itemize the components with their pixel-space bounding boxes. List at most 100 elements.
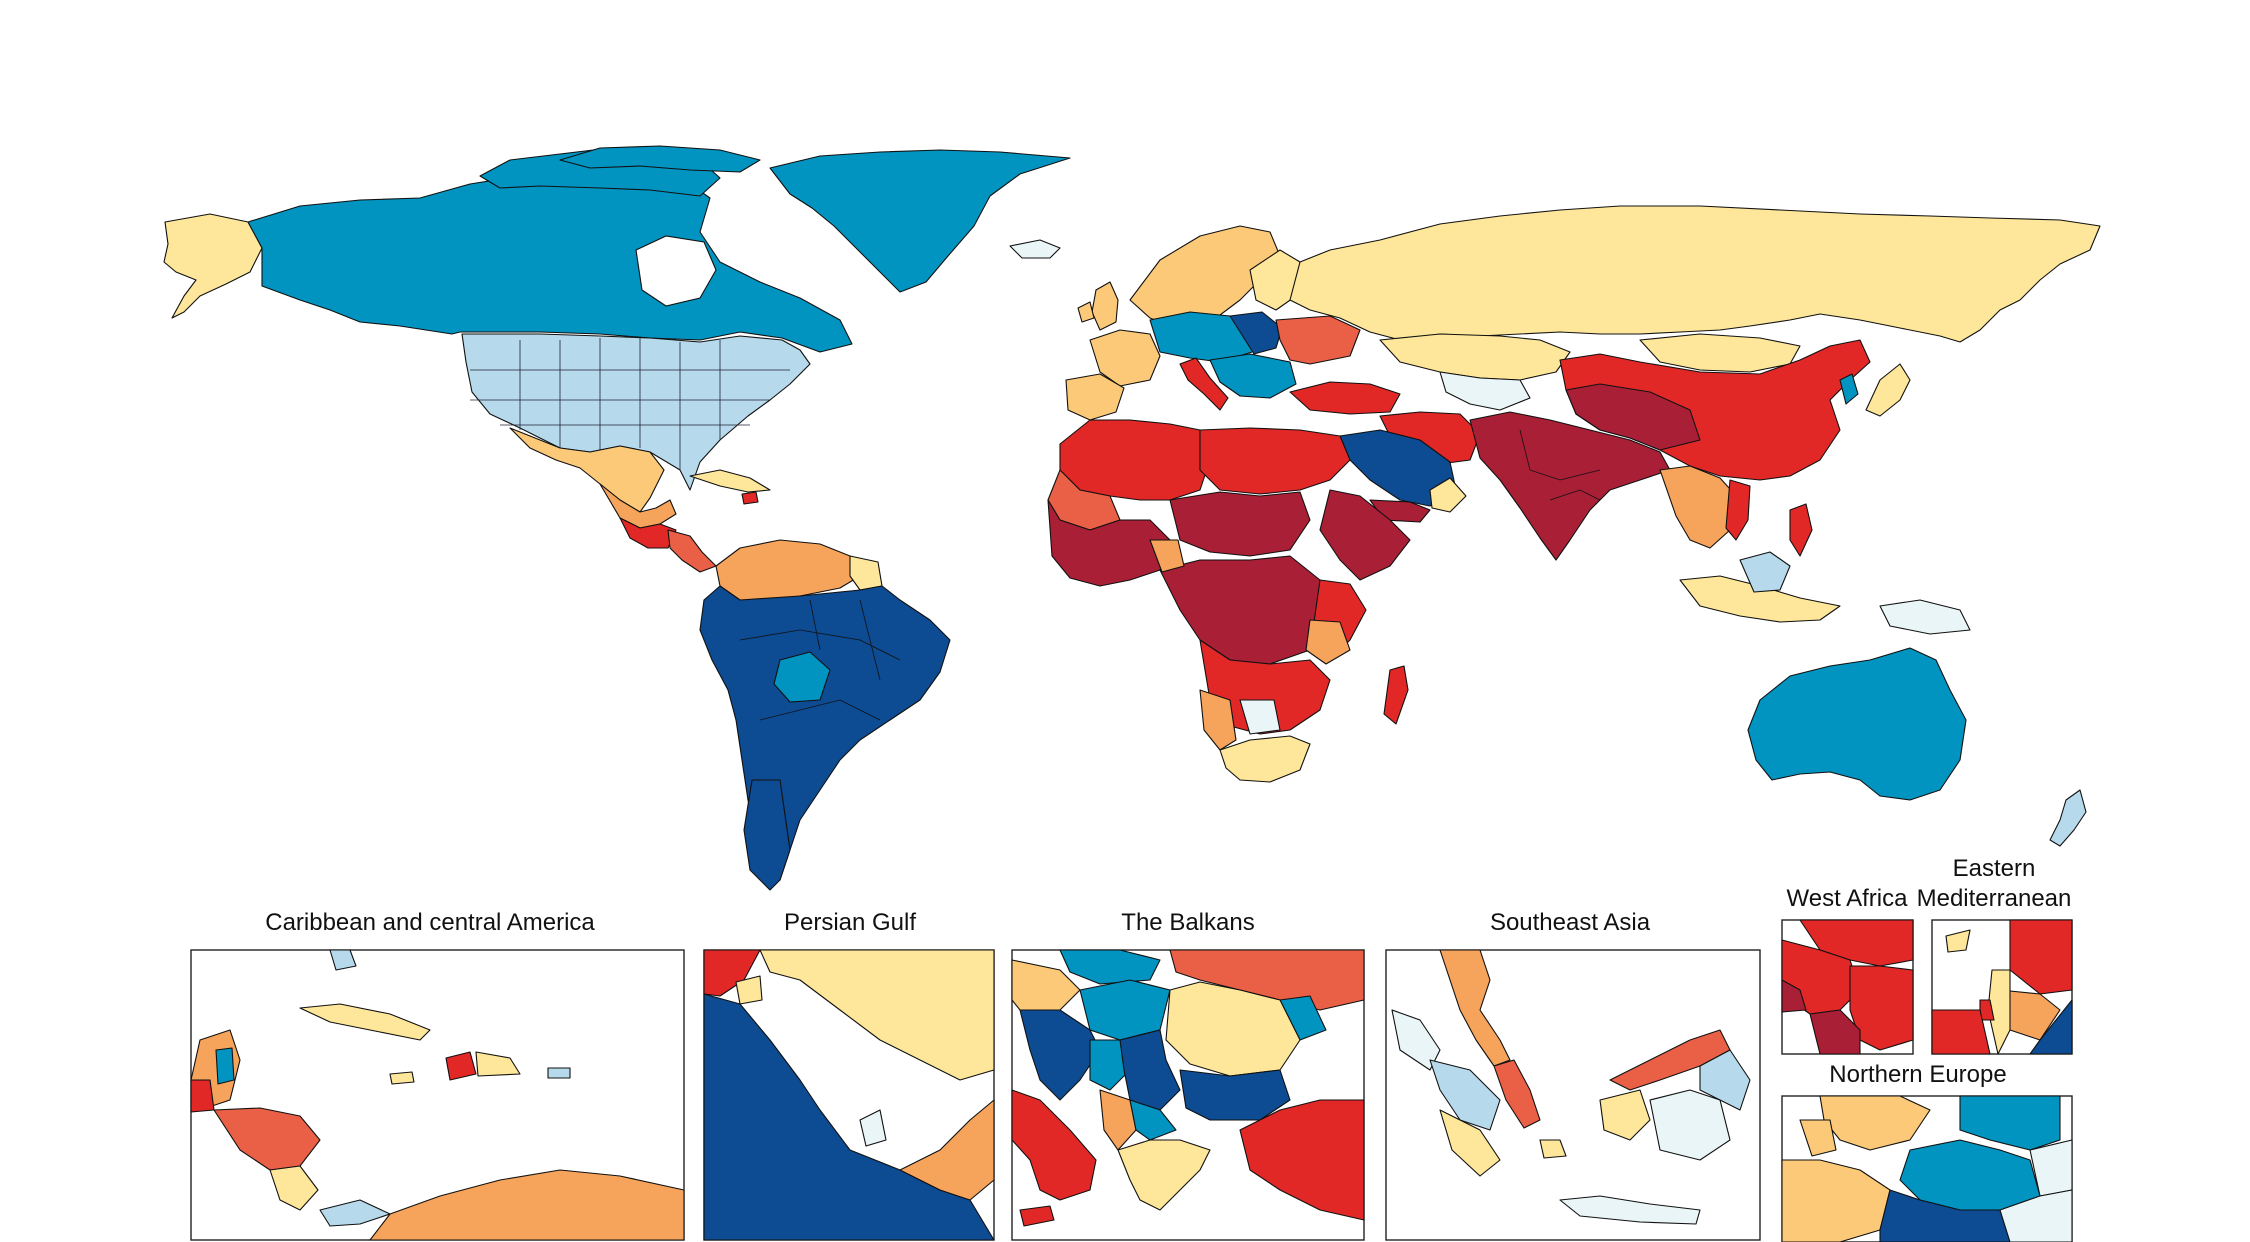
- inset-title-persian-gulf: Persian Gulf: [784, 909, 916, 936]
- inset-car-nicaragua: [269, 1165, 319, 1211]
- inset-west-africa: West Africa: [1781, 885, 1914, 1055]
- inset-em-egypt: [1931, 1009, 1991, 1055]
- region-horn-of-africa: [1319, 489, 1411, 581]
- region-iceland: [1009, 239, 1061, 259]
- inset-car-jamaica: [389, 1071, 415, 1085]
- region-central-asia: [1439, 371, 1531, 411]
- region-malaysia-indonesia: [1679, 575, 1841, 623]
- inset-car-haiti: [445, 1051, 477, 1081]
- inset-wa-guinea-bissau: [1781, 979, 1807, 1013]
- inset-ne-belarus: [1999, 1189, 2073, 1242]
- inset-wa-ivory-coast: [1849, 965, 1914, 1051]
- inset-title-southeast-asia: Southeast Asia: [1490, 909, 1651, 936]
- inset-car-bahamas: [329, 949, 357, 971]
- inset-sea-borneo-east: [1699, 1049, 1751, 1111]
- inset-sea-sumatra-south: [1439, 1109, 1501, 1177]
- inset-sea-sumatra-north: [1391, 1009, 1441, 1071]
- inset-sea-java: [1559, 1195, 1701, 1225]
- inset-sea-thailand-myanmar: [1439, 949, 1511, 1067]
- region-namibia: [1199, 689, 1237, 751]
- region-guianas: [849, 555, 883, 591]
- inset-title-caribbean: Caribbean and central America: [265, 909, 595, 936]
- region-brazil: [699, 585, 951, 881]
- inset-ne-denmark: [1799, 1119, 1837, 1157]
- region-japan: [1865, 363, 1911, 417]
- region-central-america-east: [667, 529, 717, 573]
- inset-title-west-africa: West Africa: [1787, 885, 1909, 912]
- inset-balkans-bulgaria: [1179, 1069, 1291, 1121]
- inset-car-panama: [319, 1199, 391, 1227]
- region-eastern-europe: [1275, 315, 1361, 365]
- inset-balkans-romania: [1165, 981, 1301, 1077]
- region-greenland: [769, 149, 1071, 293]
- region-sahel: [1169, 491, 1311, 557]
- inset-gulf-qatar: [859, 1109, 887, 1147]
- inset-balkans-macedonia-kosovo: [1129, 1099, 1177, 1141]
- inset-southeast-asia: Southeast Asia: [1385, 909, 1761, 1241]
- inset-gulf-uae: [899, 1099, 995, 1201]
- region-iberia: [1065, 373, 1125, 421]
- inset-sea-malay-peninsula: [1493, 1059, 1541, 1129]
- inset-balkans-bosnia: [1089, 1039, 1131, 1091]
- inset-gulf-kuwait: [735, 975, 763, 1005]
- region-haiti: [741, 491, 759, 505]
- inset-car-cuba: [299, 1003, 431, 1041]
- region-south-asia: [1469, 411, 1671, 561]
- region-borneo: [1739, 551, 1791, 593]
- inset-car-dominican: [475, 1051, 521, 1077]
- region-hudson-bay: [635, 235, 717, 307]
- inset-sea-singapore: [1539, 1139, 1567, 1159]
- inset-em-lebanon: [1945, 929, 1971, 953]
- inset-car-honduras: [213, 1107, 321, 1171]
- south-america-borders: [739, 599, 901, 721]
- region-oman: [1429, 477, 1467, 513]
- region-alaska: [163, 213, 263, 319]
- inset-eastern-mediterranean: Eastern Mediterranean: [1917, 855, 2073, 1055]
- inset-balkans-turkey: [1239, 1099, 1365, 1221]
- region-cuba: [689, 469, 771, 493]
- inset-balkans: The Balkans: [1011, 909, 1365, 1241]
- inset-title-mediterranean: Mediterranean: [1917, 885, 2072, 912]
- region-botswana: [1239, 699, 1281, 735]
- inset-persian-gulf: Persian Gulf: [703, 909, 995, 1241]
- inset-car-puerto-rico: [547, 1067, 571, 1079]
- region-north-africa-east: [1199, 427, 1351, 495]
- region-new-zealand: [2049, 789, 2087, 847]
- region-australia: [1747, 647, 1967, 801]
- region-north-africa-west: [1059, 419, 1211, 501]
- region-southern-cone: [743, 779, 791, 891]
- inset-sea-borneo-west: [1599, 1089, 1651, 1141]
- region-tanzania: [1305, 619, 1351, 665]
- region-new-guinea: [1879, 599, 1971, 635]
- region-korea: [1839, 373, 1859, 405]
- region-uk: [1091, 281, 1119, 331]
- region-ireland: [1077, 301, 1095, 323]
- inset-wa-liberia: [1809, 1009, 1861, 1055]
- usa-state-lines: [470, 338, 790, 470]
- region-madagascar: [1383, 665, 1409, 725]
- region-mexico: [509, 427, 665, 513]
- south-asia-borders: [1519, 429, 1601, 501]
- inset-em-saudi: [2029, 999, 2073, 1055]
- inset-sea-borneo-central: [1649, 1089, 1731, 1161]
- inset-gulf-iraq: [703, 949, 761, 997]
- inset-title-balkans: The Balkans: [1121, 909, 1254, 936]
- region-kazakhstan: [1379, 333, 1571, 381]
- region-bolivia: [773, 651, 831, 703]
- region-philippines: [1789, 503, 1813, 557]
- inset-title-eastern: Eastern: [1953, 855, 2036, 882]
- inset-balkans-sicily: [1019, 1205, 1055, 1227]
- region-italy: [1179, 357, 1229, 411]
- inset-balkans-montenegro-albania: [1099, 1089, 1137, 1151]
- region-central-europe: [1149, 311, 1257, 363]
- region-china-west: [1565, 383, 1701, 451]
- region-central-africa: [1159, 555, 1331, 665]
- region-colombia-venezuela: [715, 539, 861, 601]
- inset-gulf-saudi: [703, 993, 995, 1241]
- region-arctic-islands-north: [559, 145, 761, 173]
- inset-car-guatemala: [190, 1079, 215, 1113]
- inset-car-colombia-venezuela: [369, 1169, 685, 1241]
- main-world-map: [163, 145, 2101, 891]
- region-south-africa: [1219, 735, 1311, 783]
